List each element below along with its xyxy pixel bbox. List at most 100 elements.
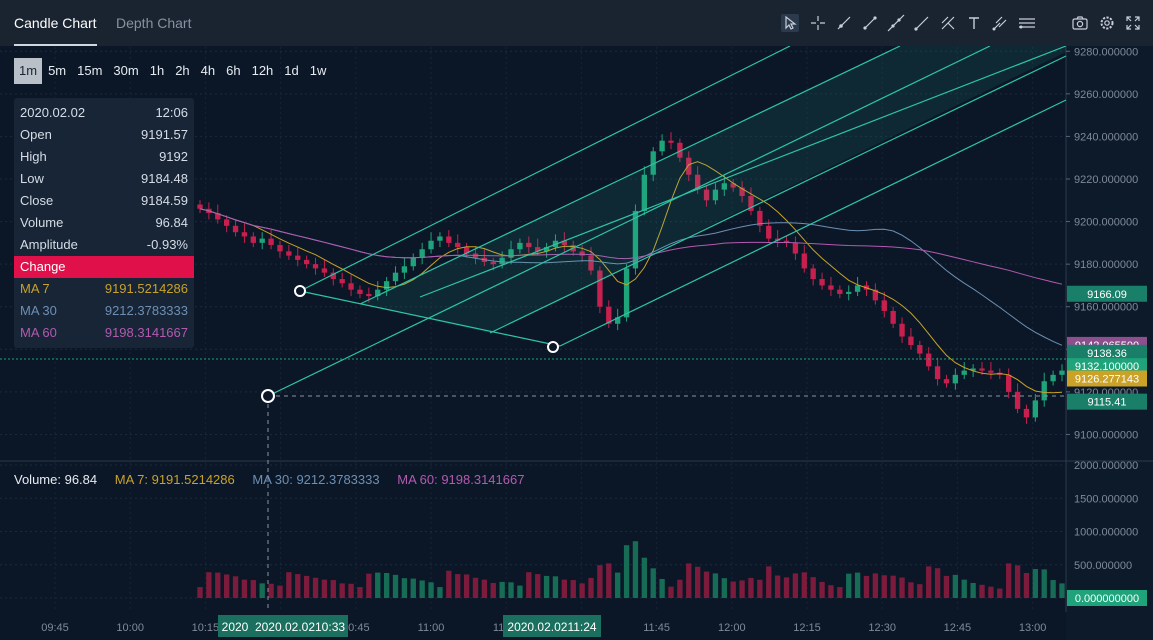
volume-bar <box>597 565 603 598</box>
candle <box>1032 400 1039 418</box>
parallel-channel-icon[interactable] <box>1017 14 1037 32</box>
volume-bar <box>854 572 861 598</box>
cursor-icon[interactable] <box>781 14 799 32</box>
anchor-point <box>547 341 559 353</box>
candle <box>846 291 852 294</box>
gear-icon[interactable] <box>1098 14 1116 32</box>
candle <box>250 236 256 243</box>
tab-candle-chart[interactable]: Candle Chart <box>14 0 97 46</box>
change-row: Change <box>14 256 194 278</box>
candle <box>748 196 754 211</box>
volume-bar <box>943 575 950 598</box>
volume-bar <box>748 577 754 598</box>
volume-bar <box>392 574 399 598</box>
candle <box>490 262 496 265</box>
candle <box>988 370 994 373</box>
candle <box>792 242 799 254</box>
volume-bar <box>517 585 523 598</box>
price-tick-label: 9160.000000 <box>1074 302 1138 314</box>
time-tag-label: 2020 <box>222 620 249 634</box>
time-tick-label: 09:45 <box>41 622 69 634</box>
trend-line-icon[interactable] <box>913 14 931 32</box>
candle <box>810 268 816 280</box>
time-tag <box>252 615 348 637</box>
volume-tick-label: 500.000000 <box>1074 560 1132 572</box>
time-tick-label: 12:30 <box>868 622 896 634</box>
candle <box>926 353 932 367</box>
candle <box>312 264 319 269</box>
ma7-value: 9191.5214286 <box>104 281 188 296</box>
candle <box>606 306 612 324</box>
volume-bar <box>579 583 585 598</box>
candle <box>392 272 399 282</box>
low-label: Low <box>20 171 44 186</box>
channel-line <box>359 46 901 305</box>
interval-1d[interactable]: 1d <box>284 63 299 78</box>
interval-4h[interactable]: 4h <box>200 63 216 78</box>
price-tick-label: 9260.000000 <box>1074 89 1138 101</box>
interval-15m[interactable]: 15m <box>77 63 103 78</box>
text-icon[interactable] <box>965 14 983 32</box>
volume-bar <box>606 563 612 598</box>
volume-legend-ma30: MA 30: 9212.3783333 <box>252 472 380 487</box>
tab-depth-chart[interactable]: Depth Chart <box>116 15 192 31</box>
interval-1w[interactable]: 1w <box>309 63 327 78</box>
interval-5m[interactable]: 5m <box>48 63 67 78</box>
volume-bar <box>455 574 461 598</box>
volume-bar <box>730 581 736 598</box>
time-tag-label: 2020.02.0210:33 <box>255 620 345 634</box>
candle <box>463 247 470 254</box>
segment-icon[interactable] <box>861 14 879 32</box>
volume-bar <box>286 572 292 598</box>
volume-bar <box>295 574 301 598</box>
price-chart[interactable]: 9280.000000 9260.000000 9240.000000 9220.00… <box>0 46 1153 640</box>
volume-bar <box>535 574 541 598</box>
candle <box>526 242 532 248</box>
expand-icon[interactable] <box>1124 14 1142 32</box>
pitchfork-icon[interactable] <box>991 14 1009 32</box>
interval-6h[interactable]: 6h <box>226 63 241 78</box>
volume-bar <box>366 573 372 598</box>
crosshair-icon[interactable] <box>809 14 827 32</box>
volume-bar <box>383 572 390 598</box>
extended-line-icon[interactable] <box>887 14 905 32</box>
camera-icon[interactable] <box>1071 14 1089 32</box>
price-tick-label: 9240.000000 <box>1074 131 1138 143</box>
candle <box>499 257 505 265</box>
candle <box>455 242 461 248</box>
candle <box>579 251 585 256</box>
interval-30m[interactable]: 30m <box>113 63 139 78</box>
interval-2h[interactable]: 2h <box>175 63 190 78</box>
volume-bar <box>1059 583 1065 598</box>
candle <box>241 232 248 237</box>
volume-bar <box>668 586 674 598</box>
volume-bar <box>206 572 212 598</box>
time-tick-label: 11:45 <box>643 622 670 634</box>
candle <box>597 270 603 307</box>
candle <box>828 285 834 290</box>
interval-1h[interactable]: 1h <box>149 63 165 78</box>
ma7-label: MA 7 <box>20 281 50 296</box>
volume-bar <box>970 582 976 598</box>
volume-bar <box>739 580 745 598</box>
channel-fill <box>360 46 1066 333</box>
candle <box>277 244 283 252</box>
volume-bar <box>926 566 932 598</box>
volume-bar <box>659 578 665 598</box>
volume-bar <box>872 573 879 598</box>
candle <box>854 285 861 292</box>
volume-bar <box>463 574 470 598</box>
interval-1m[interactable]: 1m <box>14 58 43 84</box>
volume-bar <box>1041 569 1047 598</box>
time-tick-label: 13:00 <box>1019 622 1047 634</box>
fork-icon[interactable] <box>939 14 957 32</box>
volume-bar <box>694 566 701 598</box>
volume-bar <box>783 577 790 598</box>
price-tick-label: 9100.000000 <box>1074 429 1138 441</box>
interval-selector: 1m 5m 15m 30m 1h 2h 4h 6h 12h 1d 1w <box>14 58 332 84</box>
volume-bar <box>1006 563 1012 598</box>
ray-icon[interactable] <box>835 14 853 32</box>
candle <box>517 242 523 250</box>
candle <box>401 266 408 273</box>
interval-12h[interactable]: 12h <box>251 63 274 78</box>
